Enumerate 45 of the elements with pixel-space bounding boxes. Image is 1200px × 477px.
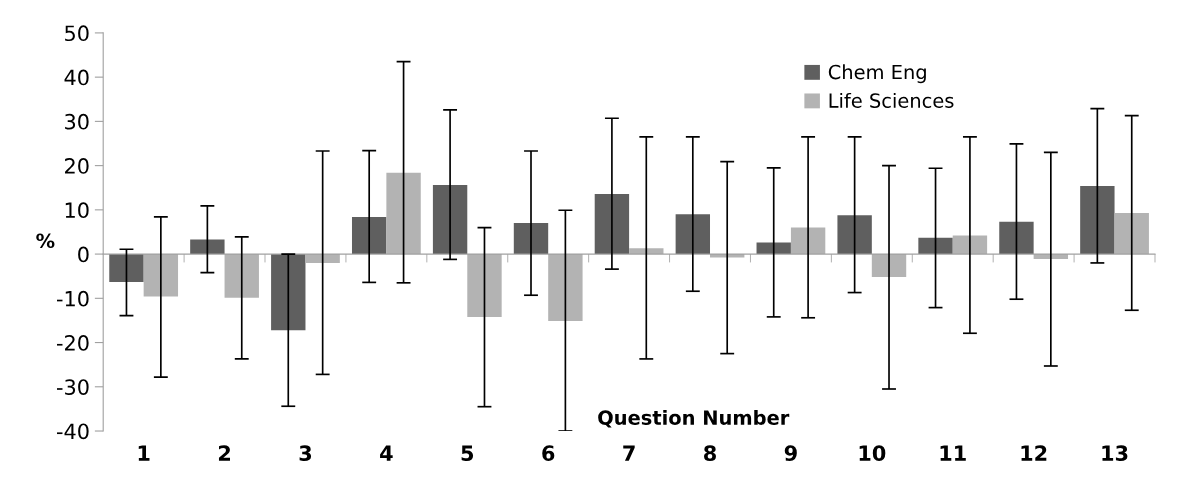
x-tick-label: 12 — [1021, 445, 1047, 461]
bar — [386, 172, 421, 255]
bar — [513, 223, 549, 255]
y-tick-label: 0 — [78, 246, 89, 263]
x-tick-label: 11 — [940, 445, 966, 461]
legend-label: Life Sciences — [829, 92, 954, 108]
bar — [675, 214, 711, 255]
bar — [109, 254, 144, 282]
bar — [224, 254, 259, 298]
y-tick-label: 50 — [65, 25, 89, 42]
y-tick-label: 20 — [65, 158, 89, 174]
bar — [271, 254, 306, 331]
bar — [1080, 185, 1115, 255]
y-tick-label: -40 — [57, 423, 89, 440]
bar — [432, 185, 468, 255]
bar — [1114, 212, 1149, 255]
x-tick-label: 10 — [859, 445, 886, 462]
bar — [594, 193, 630, 255]
y-tick-label: 40 — [64, 69, 89, 86]
bar — [918, 237, 953, 255]
x-axis-title: Question Number — [598, 409, 790, 428]
y-tick-label: -10 — [57, 290, 89, 307]
x-tick-label: 3 — [299, 445, 312, 462]
x-tick-label: 6 — [542, 445, 555, 462]
x-tick-label: 13 — [1102, 445, 1128, 462]
x-tick-label: 2 — [218, 445, 230, 461]
bar — [351, 216, 387, 255]
x-tick-label: 8 — [704, 445, 716, 462]
y-tick-label: 30 — [65, 113, 89, 130]
y-tick-label: 10 — [65, 202, 89, 219]
legend-label: Chem Eng — [828, 64, 926, 84]
bar — [548, 254, 583, 321]
y-axis-title: % — [36, 233, 55, 249]
y-tick-label: -30 — [57, 379, 89, 395]
y-tick-label: -20 — [57, 335, 89, 351]
x-tick-label: 4 — [380, 445, 393, 461]
bar — [999, 221, 1034, 255]
bar — [143, 254, 179, 297]
bar — [467, 254, 502, 317]
x-tick-label: 9 — [784, 445, 797, 462]
x-tick-label: 5 — [461, 445, 474, 462]
bar — [837, 215, 872, 255]
bar — [190, 239, 225, 255]
x-tick-label: 7 — [623, 445, 635, 461]
x-tick-label: 1 — [138, 445, 150, 461]
